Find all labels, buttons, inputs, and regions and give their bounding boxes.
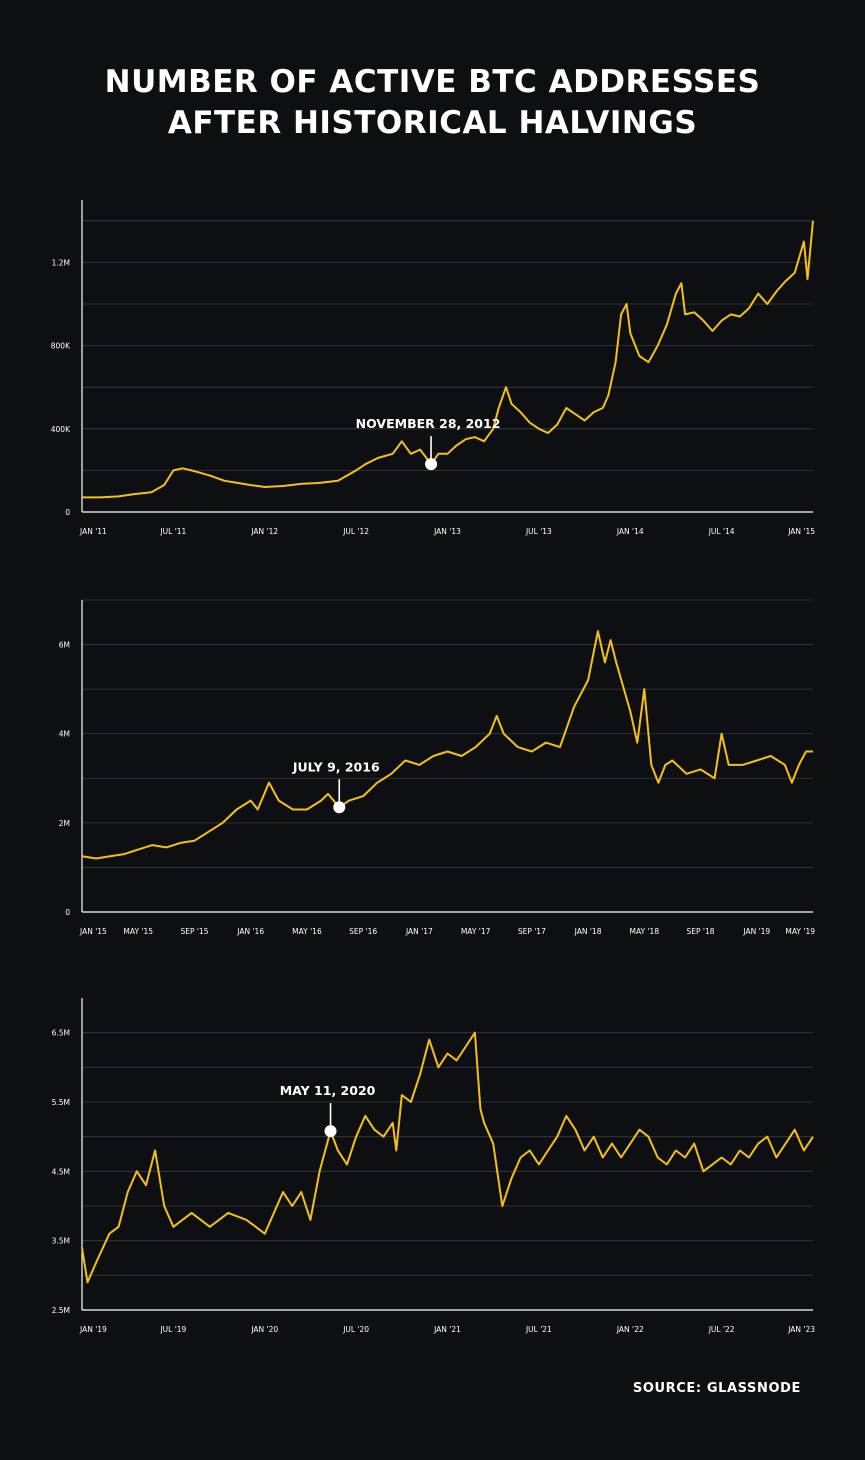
title-line-2: AFTER HISTORICAL HALVINGS xyxy=(167,105,698,141)
x-tick-label: MAY '19 xyxy=(785,927,815,936)
annotation-marker xyxy=(324,1125,337,1138)
chart-2019-2023: 2.5M 3.5M 4.5M 5.5M 6.5M JAN '19 JUL '19 JAN '2… xyxy=(52,998,815,1334)
chart-title: NUMBER OF ACTIVE BTC ADDRESSES AFTER HIS… xyxy=(0,62,865,144)
y-tick-label: 1.2M xyxy=(52,258,70,267)
x-tick-label: JAN '19 xyxy=(79,1325,107,1334)
y-tick-label: 6M xyxy=(59,641,70,650)
series-line xyxy=(81,630,813,860)
x-tick-label: JUL '22 xyxy=(708,1325,735,1334)
y-tick-label: 400K xyxy=(51,425,71,434)
x-tick-label: JAN '14 xyxy=(616,527,644,536)
y-tick-label: 2M xyxy=(59,819,70,828)
x-tick-label: JAN '12 xyxy=(250,527,278,536)
series-line xyxy=(81,1031,814,1284)
y-tick-label: 800K xyxy=(51,342,71,351)
x-tick-label: MAY '15 xyxy=(123,927,153,936)
x-tick-label: JAN '17 xyxy=(405,927,433,936)
x-tick-label: JAN '20 xyxy=(250,1325,278,1334)
x-tick-label: MAY '18 xyxy=(630,927,660,936)
annotation-label: MAY 11, 2020 xyxy=(280,1083,376,1098)
x-tick-label: JUL '13 xyxy=(525,527,552,536)
x-tick-label: JAN '15 xyxy=(787,527,815,536)
x-tick-label: JUL '11 xyxy=(159,527,186,536)
y-tick-label: 2.5M xyxy=(52,1306,70,1315)
x-tick-label: JAN '16 xyxy=(236,927,264,936)
x-tick-label: SEP '16 xyxy=(349,927,377,936)
x-tick-label: JUL '14 xyxy=(708,527,735,536)
y-tick-label: 4.5M xyxy=(52,1167,70,1176)
x-tick-label: SEP '18 xyxy=(687,927,715,936)
x-tick-label: JAN '11 xyxy=(79,527,107,536)
x-tick-label: JAN '21 xyxy=(433,1325,461,1334)
x-tick-label: JAN '19 xyxy=(742,927,770,936)
x-tick-label: JAN '23 xyxy=(787,1325,815,1334)
x-tick-label: JUL '21 xyxy=(525,1325,552,1334)
x-tick-label: SEP '15 xyxy=(180,927,208,936)
x-tick-label: JUL '12 xyxy=(342,527,369,536)
annotation-label: NOVEMBER 28, 2012 xyxy=(356,416,501,431)
x-tick-label: JAN '22 xyxy=(616,1325,644,1334)
x-tick-label: MAY '17 xyxy=(461,927,491,936)
series-line xyxy=(82,220,814,499)
chart-panel-2019-2023: 2.5M 3.5M 4.5M 5.5M 6.5M JAN '19 JUL '19 JAN '2… xyxy=(0,988,865,1348)
y-tick-label: 0 xyxy=(65,908,70,917)
annotation-label: JULY 9, 2016 xyxy=(292,759,380,774)
y-tick-label: 5.5M xyxy=(52,1098,70,1107)
x-tick-label: MAY '16 xyxy=(292,927,322,936)
y-tick-label: 6.5M xyxy=(52,1029,70,1038)
x-tick-label: JAN '18 xyxy=(574,927,602,936)
chart-panel-2015-2019: 0 2M 4M 6M JAN '15 MAY '15 SEP '15 JAN '16 MAY '… xyxy=(0,590,865,950)
source-note: SOURCE: GLASSNODE xyxy=(632,1381,801,1396)
title-line-1: NUMBER OF ACTIVE BTC ADDRESSES xyxy=(104,64,761,100)
x-tick-label: JUL '20 xyxy=(342,1325,369,1334)
chart-2011-2015: 0 400K 800K 1.2M JAN '11 JUL '11 JAN '12 JUL '1… xyxy=(51,200,815,536)
y-tick-label: 0 xyxy=(65,508,70,517)
chart-panel-2011-2015: 0 400K 800K 1.2M JAN '11 JUL '11 JAN '12 JUL '1… xyxy=(0,190,865,550)
y-tick-label: 3.5M xyxy=(52,1237,70,1246)
chart-2015-2019: 0 2M 4M 6M JAN '15 MAY '15 SEP '15 JAN '16 MAY '… xyxy=(59,599,815,936)
x-tick-label: SEP '17 xyxy=(518,927,546,936)
x-tick-label: JAN '15 xyxy=(79,927,107,936)
annotation-marker xyxy=(333,801,346,814)
x-tick-label: JUL '19 xyxy=(159,1325,186,1334)
x-tick-label: JAN '13 xyxy=(433,527,461,536)
y-tick-label: 4M xyxy=(59,730,70,739)
annotation-marker xyxy=(425,458,438,471)
